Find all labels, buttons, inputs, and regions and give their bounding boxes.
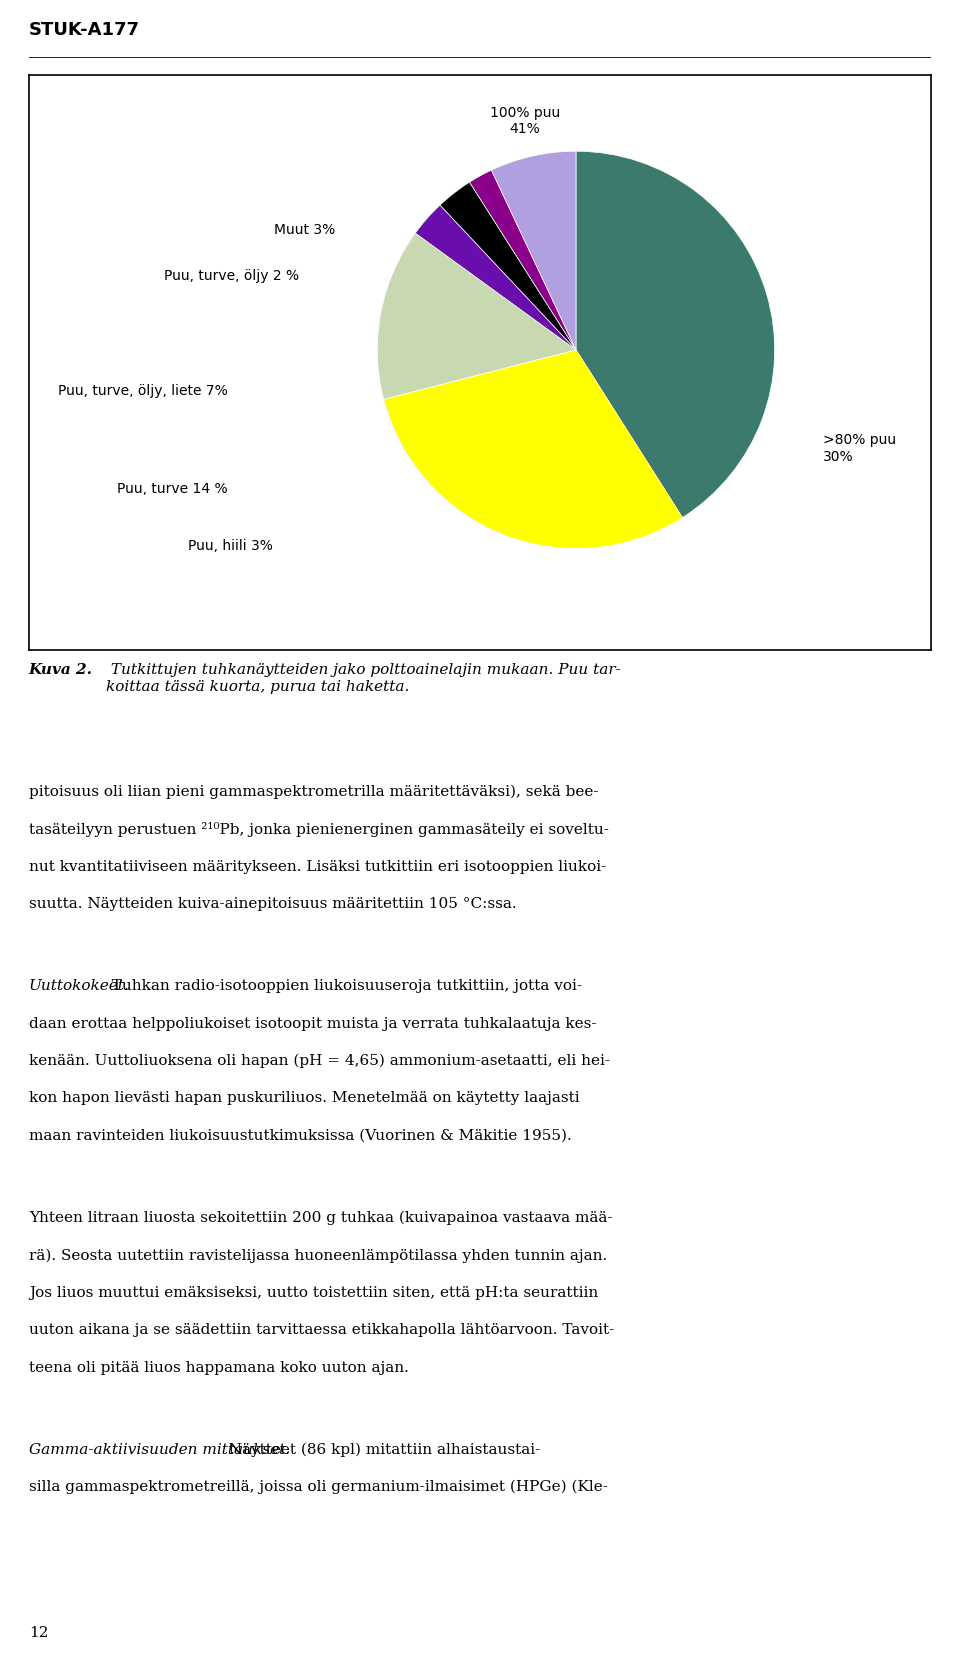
Text: tasäteilyyn perustuen ²¹⁰Pb, jonka pienienerginen gammasäteily ei soveltu-: tasäteilyyn perustuen ²¹⁰Pb, jonka pieni… — [29, 823, 609, 838]
Text: uuton aikana ja se säädettiin tarvittaessa etikkahapolla lähtöarvoon. Tavoit-: uuton aikana ja se säädettiin tarvittaes… — [29, 1323, 614, 1338]
Text: pitoisuus oli liian pieni gammaspektrometrilla määritettäväksi), sekä bee-: pitoisuus oli liian pieni gammaspektrome… — [29, 785, 598, 800]
Text: Muut 3%: Muut 3% — [275, 223, 336, 237]
Text: Yhteen litraan liuosta sekoitettiin 200 g tuhkaa (kuivapainoa vastaava mää-: Yhteen litraan liuosta sekoitettiin 200 … — [29, 1211, 612, 1225]
Text: 12: 12 — [29, 1626, 48, 1641]
Text: Näytteet (86 kpl) mitattiin alhaistaustai-: Näytteet (86 kpl) mitattiin alhaistausta… — [219, 1443, 540, 1458]
Text: maan ravinteiden liukoisuustutkimuksissa (Vuorinen & Mäkitie 1955).: maan ravinteiden liukoisuustutkimuksissa… — [29, 1130, 571, 1143]
Wedge shape — [576, 152, 775, 518]
Text: teena oli pitää liuos happamana koko uuton ajan.: teena oli pitää liuos happamana koko uut… — [29, 1361, 409, 1374]
Text: >80% puu
30%: >80% puu 30% — [823, 433, 896, 463]
Text: STUK-A177: STUK-A177 — [29, 22, 140, 38]
Text: Puu, turve 14 %: Puu, turve 14 % — [117, 481, 228, 496]
Wedge shape — [469, 170, 576, 350]
Text: Uuttokokeet.: Uuttokokeet. — [29, 980, 130, 993]
Text: Jos liuos muuttui emäksiseksi, uutto toistettiin siten, että pH:ta seurattiin: Jos liuos muuttui emäksiseksi, uutto toi… — [29, 1286, 598, 1299]
Text: Gamma-aktiivisuuden mittaukset.: Gamma-aktiivisuuden mittaukset. — [29, 1443, 290, 1456]
Wedge shape — [440, 182, 576, 350]
Wedge shape — [377, 233, 576, 400]
Text: Puu, turve, öljy 2 %: Puu, turve, öljy 2 % — [164, 270, 300, 283]
Text: daan erottaa helppoliukoiset isotoopit muista ja verrata tuhkalaatuja kes-: daan erottaa helppoliukoiset isotoopit m… — [29, 1016, 596, 1031]
Text: Tutkittujen tuhkanäytteiden jako polttoainelajin mukaan. Puu tar-
koittaa tässä : Tutkittujen tuhkanäytteiden jako polttoa… — [106, 663, 620, 693]
Text: rä). Seosta uutettiin ravistelijassa huoneenlämpötilassa yhden tunnin ajan.: rä). Seosta uutettiin ravistelijassa huo… — [29, 1248, 607, 1263]
Text: Puu, hiili 3%: Puu, hiili 3% — [187, 540, 273, 553]
Text: Kuva 2.: Kuva 2. — [29, 663, 93, 678]
Wedge shape — [492, 152, 576, 350]
Text: Puu, turve, öljy, liete 7%: Puu, turve, öljy, liete 7% — [58, 385, 228, 398]
Text: nut kvantitatiiviseen määritykseen. Lisäksi tutkittiin eri isotooppien liukoi-: nut kvantitatiiviseen määritykseen. Lisä… — [29, 860, 606, 873]
Text: kenään. Uuttoliuoksena oli hapan (pH = 4,65) ammonium-asetaatti, eli hei-: kenään. Uuttoliuoksena oli hapan (pH = 4… — [29, 1055, 610, 1068]
Wedge shape — [416, 205, 576, 350]
Wedge shape — [384, 350, 683, 548]
Text: Tuhkan radio-isotooppien liukoisuuseroja tutkittiin, jotta voi-: Tuhkan radio-isotooppien liukoisuuseroja… — [103, 980, 583, 993]
Text: 100% puu
41%: 100% puu 41% — [490, 107, 561, 137]
Text: suutta. Näytteiden kuiva-ainepitoisuus määritettiin 105 °C:ssa.: suutta. Näytteiden kuiva-ainepitoisuus m… — [29, 896, 516, 911]
Text: kon hapon lievästi hapan puskuriliuos. Menetelmää on käytetty laajasti: kon hapon lievästi hapan puskuriliuos. M… — [29, 1091, 580, 1105]
Text: silla gammaspektrometreillä, joissa oli germanium-ilmaisimet (HPGe) (Kle-: silla gammaspektrometreillä, joissa oli … — [29, 1479, 608, 1494]
